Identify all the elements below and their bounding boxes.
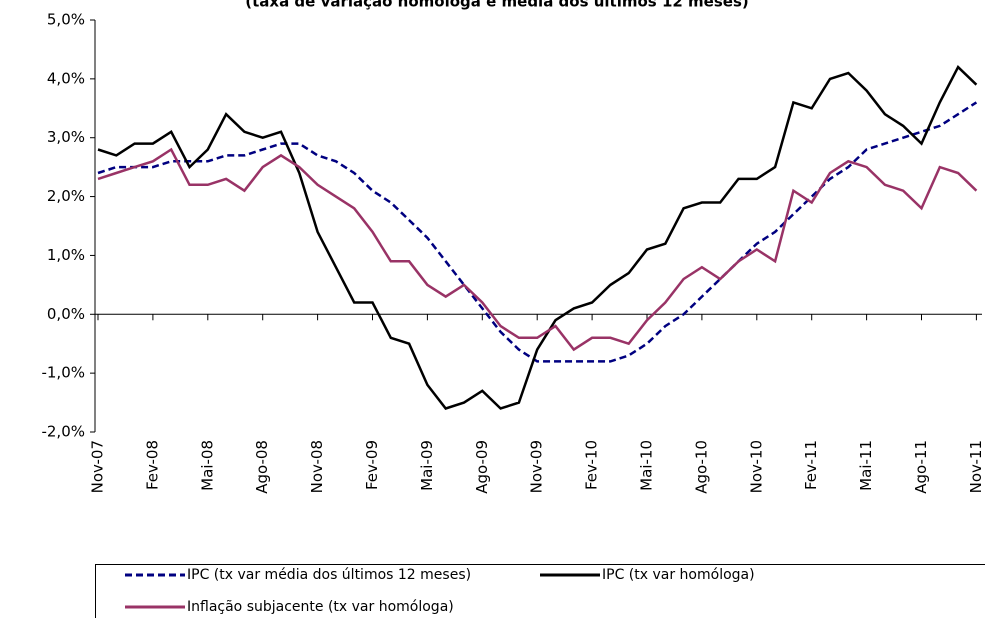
legend-label: IPC (tx var homóloga) [602,567,755,583]
y-tick-label: 0,0% [47,305,85,323]
chart-title: (taxa de variação homóloga e média dos ú… [245,0,748,11]
x-tick-label: Ago-08 [253,440,271,494]
series-line [97,147,978,352]
x-tick-label: Mai-09 [418,440,436,491]
x-tick-label: Mai-08 [198,440,216,491]
x-tick-label: Nov-08 [308,440,326,493]
x-tick-label: Nov-09 [528,440,546,493]
x-tick-label: Fev-09 [363,440,381,490]
y-tick-label: -1,0% [41,364,85,382]
x-tick-label: Fev-10 [583,440,601,490]
x-tick-label: Mai-10 [638,440,656,491]
x-tick-label: Fev-08 [143,440,161,490]
series-line [97,65,978,410]
legend-label: Inflação subjacente (tx var homóloga) [187,599,454,615]
y-tick-label: 3,0% [47,128,85,146]
x-tick-label: Nov-07 [89,440,107,493]
series-line [97,101,978,363]
y-tick-label: 4,0% [47,69,85,87]
y-tick-label: 5,0% [47,11,85,29]
y-tick-label: 1,0% [47,246,85,264]
x-tick-label: Ago-09 [473,440,491,494]
x-tick-label: Nov-10 [747,440,765,493]
x-tick-label: Mai-11 [857,440,875,491]
x-tick-label: Ago-11 [912,440,930,494]
legend-label: IPC (tx var média dos últimos 12 meses) [187,567,471,583]
x-tick-label: Ago-10 [692,440,710,494]
y-tick-label: 2,0% [47,187,85,205]
y-tick-label: -2,0% [41,423,85,441]
x-tick-label: Nov-11 [967,440,985,493]
x-tick-label: Fev-11 [802,440,820,490]
legend-box [95,564,985,618]
